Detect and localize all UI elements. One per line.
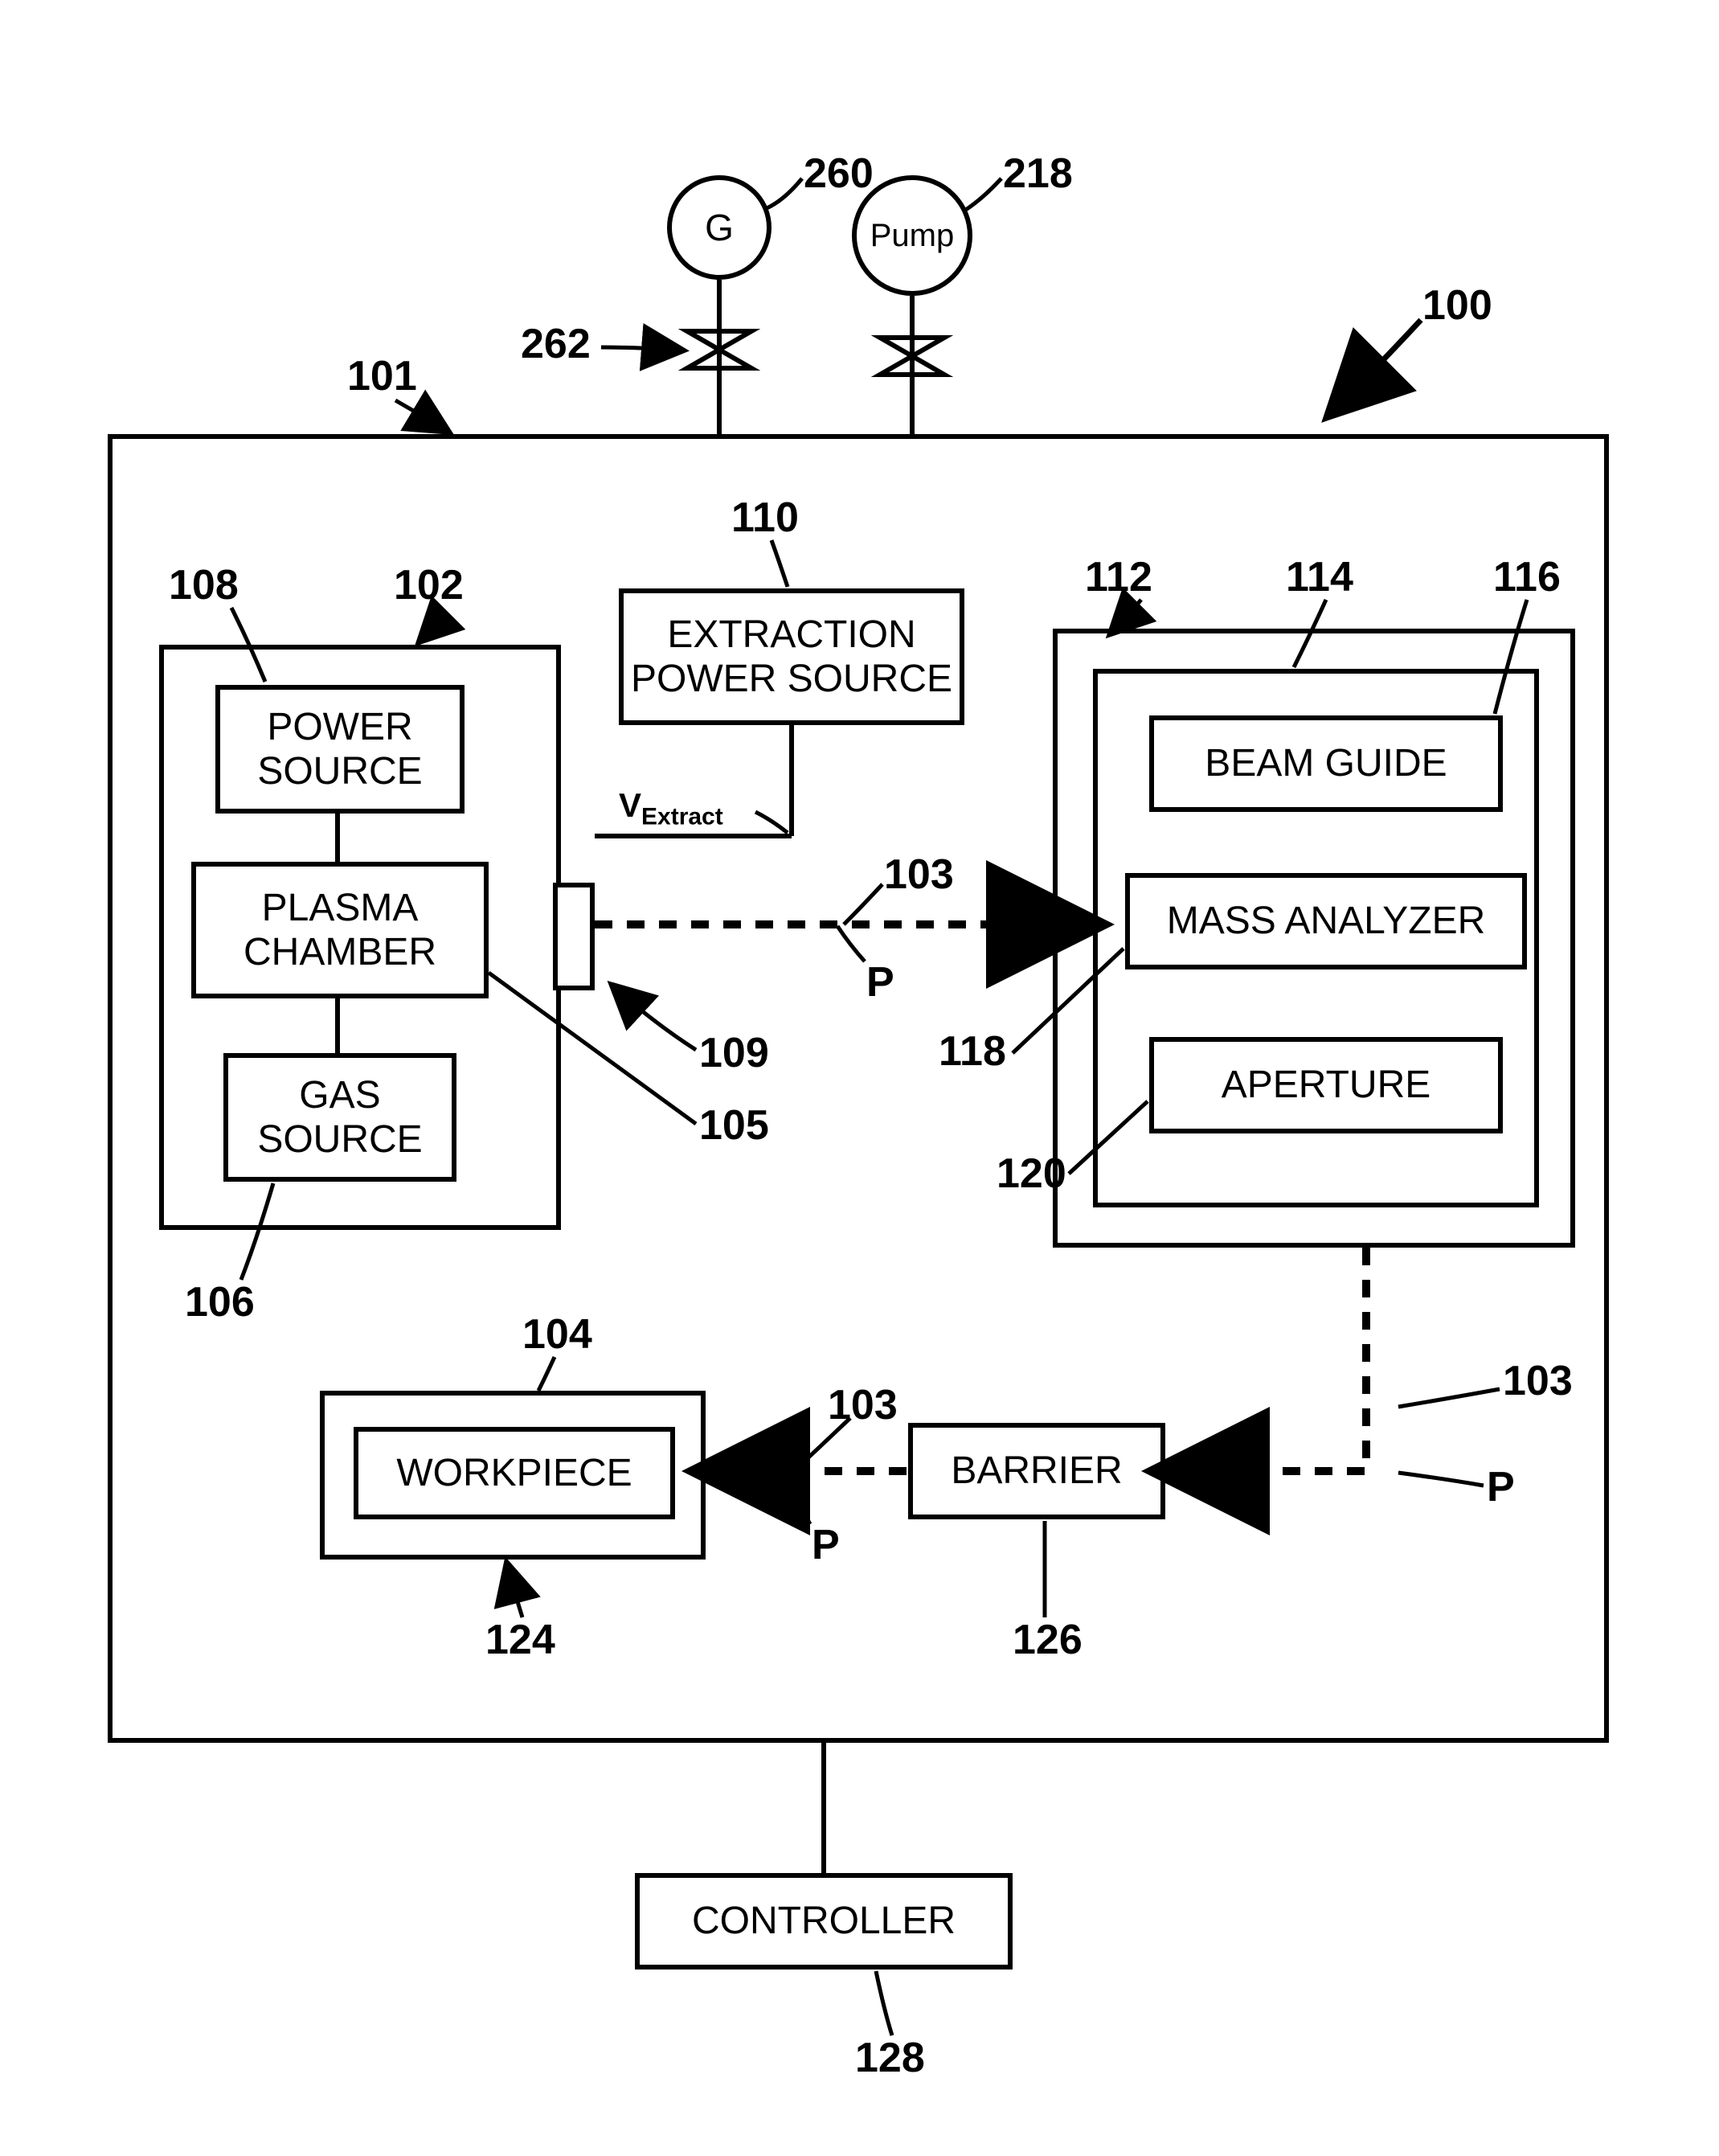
ref-104: 104 — [522, 1310, 592, 1359]
ref-103-b: 103 — [828, 1381, 898, 1429]
beam-guide-box: BEAM GUIDE — [1149, 715, 1503, 812]
diagram-canvas: POWER SOURCE PLASMA CHAMBER GAS SOURCE E… — [0, 0, 1719, 2156]
ref-103-a: 103 — [884, 851, 954, 899]
gas-source-box: GAS SOURCE — [223, 1053, 456, 1182]
g-circle: G — [667, 175, 772, 280]
p-b: P — [812, 1521, 840, 1569]
ref-124: 124 — [485, 1616, 555, 1664]
ref-114: 114 — [1286, 553, 1353, 601]
mass-analyzer-box: MASS ANALYZER — [1125, 873, 1527, 969]
ref-101: 101 — [347, 352, 417, 400]
ref-116: 116 — [1493, 553, 1561, 601]
controller-box: CONTROLLER — [635, 1873, 1013, 1970]
ref-100: 100 — [1422, 281, 1492, 330]
p-a: P — [866, 958, 894, 1006]
ref-103-c: 103 — [1503, 1357, 1573, 1405]
ref-102: 102 — [394, 561, 464, 609]
ref-260: 260 — [804, 150, 874, 198]
ref-106: 106 — [185, 1278, 255, 1326]
ref-109: 109 — [699, 1029, 769, 1077]
ref-262: 262 — [521, 320, 591, 368]
extraction-aperture-box — [553, 883, 595, 990]
barrier-box: BARRIER — [908, 1423, 1165, 1519]
ref-118: 118 — [939, 1027, 1006, 1076]
ref-112: 112 — [1085, 553, 1152, 601]
p-c: P — [1487, 1463, 1515, 1511]
workpiece-box: WORKPIECE — [354, 1427, 675, 1519]
power-source-box: POWER SOURCE — [215, 685, 465, 814]
ref-108: 108 — [169, 561, 239, 609]
ref-128: 128 — [855, 2034, 925, 2082]
extraction-power-source-box: EXTRACTION POWER SOURCE — [619, 588, 964, 725]
aperture-box: APERTURE — [1149, 1037, 1503, 1133]
ref-105: 105 — [699, 1101, 769, 1150]
plasma-chamber-box: PLASMA CHAMBER — [191, 862, 489, 998]
v-extract-label: VExtract — [619, 786, 723, 830]
ref-110: 110 — [731, 494, 799, 542]
ref-218: 218 — [1003, 150, 1073, 198]
ref-120: 120 — [997, 1150, 1066, 1198]
ref-126: 126 — [1013, 1616, 1083, 1664]
